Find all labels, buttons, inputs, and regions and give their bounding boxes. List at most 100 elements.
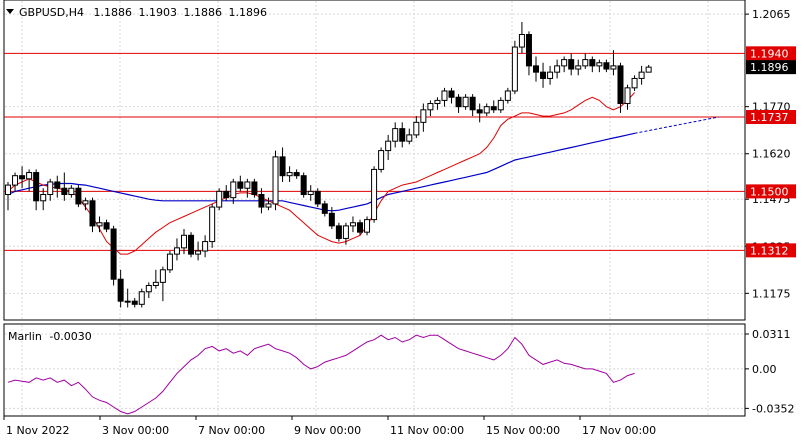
candle-body [420,109,427,123]
candle-body [265,203,272,208]
candle-body [117,278,124,302]
candle-body [328,212,335,227]
candle-body [5,184,11,196]
candle-body [399,128,406,142]
time-tick-label: 9 Nov 00:00 [294,424,361,437]
level-label: 1.1312 [750,244,789,257]
candle-body [518,34,525,48]
level-label-bg [746,46,796,61]
candle-body [103,222,110,230]
svg-text:1.1896: 1.1896 [750,61,789,74]
candle-body [314,190,321,205]
level-labels: 1.1940 1.1737 1.1500 1.1312 [746,46,796,258]
candle-body [582,59,589,67]
price-tick-label: 1.1620 [752,148,791,161]
indicator-axis[interactable]: 0.0311 0.00 -0.0352 [745,328,794,415]
candle-body [110,228,117,280]
candle-body [131,300,138,305]
price-tick-label: 1.1175 [752,287,791,300]
candle-body [357,222,363,233]
candle-body [392,128,399,142]
candle-body [188,234,195,255]
candle-body [349,222,356,227]
candle-body [286,172,293,177]
candle-body [575,65,582,70]
candle-body [68,187,75,196]
candle-body [364,219,371,233]
candle-body [258,194,265,208]
candle-body [293,172,300,177]
candle-body [448,90,455,98]
candle-body [61,187,68,196]
candle-body [525,34,532,67]
candle-body [54,181,61,189]
candle-body [540,71,547,79]
candle-body [462,96,469,108]
candle-body [533,65,539,73]
indicator-header: Marlin -0.0030 [8,330,92,343]
candle-body [624,87,631,105]
time-tick-label: 3 Nov 00:00 [102,424,169,437]
candle-body [173,247,180,255]
time-tick-label: 7 Nov 00:00 [198,424,265,437]
candle-body [342,225,349,239]
candle-body [47,181,54,196]
candle-body [181,234,187,249]
candle-body [589,59,596,67]
candle-body [12,175,19,186]
candle-body [378,150,385,170]
level-label: 1.1500 [750,185,789,198]
current-price-label: 1.1896 [746,60,796,75]
time-axis[interactable]: 1 Nov 2022 3 Nov 00:00 7 Nov 00:00 9 Nov 00… [3,416,656,437]
candle-body [561,59,568,67]
moving-average-line [7,132,635,212]
candle-body [455,96,462,108]
candle-body [307,190,314,196]
candle-body [33,172,40,202]
candle-body [26,172,33,180]
candle-body [82,200,89,205]
moving-average-projection [634,116,719,134]
candle-body [638,71,645,79]
candle-body [504,90,511,101]
candle-body [617,65,624,105]
candle-body [96,222,103,227]
candle-body [645,66,652,73]
chart-header: GBPUSD,H4 1.1886 1.1903 1.1886 1.1896 [19,6,267,19]
candle-body [385,140,392,152]
candle-body [279,156,286,177]
time-tick-label: 15 Nov 00:00 [486,424,560,437]
candle-body [497,99,504,111]
candle-body [568,59,575,70]
candle-body [610,65,617,70]
candle-body [89,200,96,227]
chart-menu-triangle-icon[interactable] [6,9,14,14]
time-tick-label: 17 Nov 00:00 [582,424,656,437]
candle-body [427,103,434,111]
indicator-tick-label: 0.0311 [752,328,791,341]
candle-body [195,250,202,255]
candle-body [469,96,476,111]
candle-body [19,175,26,180]
candle-body [441,90,448,101]
candle-body [223,190,230,199]
candle-body [434,99,441,105]
candle-body [406,134,413,142]
price-tick-label: 1.2065 [752,8,791,21]
indicator-tick-label: -0.0352 [752,402,794,415]
candle-body [216,190,223,208]
level-label-bg [746,110,796,125]
time-tick-label: 11 Nov 00:00 [390,424,464,437]
indicator-pane[interactable] [3,323,746,417]
candle-body [511,46,518,92]
candle-body [159,269,166,283]
candle-body [631,77,638,89]
candle-body [483,106,490,114]
candle-body [230,181,237,199]
candle-body [476,109,483,114]
candle-body [202,241,209,252]
level-label: 1.1737 [750,111,789,124]
candle-body [75,187,82,205]
indicator-grid [5,325,744,415]
